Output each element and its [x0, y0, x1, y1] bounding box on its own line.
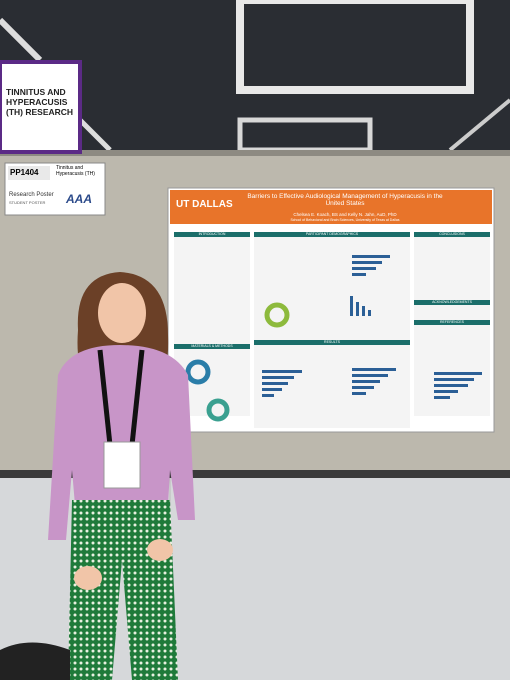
- poster-title: Barriers to Effective Audiological Manag…: [247, 193, 443, 208]
- poster-section-header: CONCLUSIONS: [414, 232, 490, 237]
- poster-column: [414, 236, 490, 416]
- poster-figure: [264, 302, 290, 328]
- bag: [0, 642, 70, 680]
- card-number: PP1404: [10, 168, 39, 177]
- poster-column: [254, 344, 410, 428]
- poster-section-header: RESULTS: [254, 340, 410, 345]
- poster-section-header: INTRODUCTION: [174, 232, 250, 237]
- ceiling-light: [448, 98, 510, 152]
- poster-section-header: MATERIALS & METHODS: [174, 344, 250, 349]
- poster-figure: [206, 398, 230, 422]
- label-number-box: [8, 166, 50, 180]
- poster-bar-figures: [262, 255, 482, 399]
- card-kind: Research Poster: [9, 192, 54, 198]
- ceiling-light: [0, 17, 43, 63]
- card-topic: Tinnitus and Hyperacusis (TH): [56, 165, 95, 177]
- poster-figure: [185, 359, 211, 385]
- poster-section-header: REFERENCES: [414, 320, 490, 325]
- board-frame: [0, 150, 510, 156]
- session-sign: [0, 60, 82, 154]
- person: [48, 272, 195, 680]
- sign-title: TINNITUS AND HYPERACUSIS (TH) RESEARCH: [6, 87, 74, 117]
- card-category: STUDENT POSTER: [9, 200, 46, 205]
- poster-section-header: ACKNOWLEDGEMENTS: [414, 300, 490, 305]
- ceiling: [0, 0, 510, 160]
- board-base: [0, 470, 510, 478]
- poster-section-header: PARTICIPANT DEMOGRAPHICS: [254, 232, 410, 237]
- poster-logo: UT DALLAS: [176, 199, 233, 210]
- card-logo: AAA: [66, 192, 92, 206]
- poster-authors: Chelsea E. Koach, BS and Kelly N. Jahn, …: [293, 212, 397, 217]
- ceiling-light: [78, 118, 112, 152]
- ceiling-light: [236, 0, 474, 94]
- poster-banner: [170, 190, 492, 224]
- poster-affiliation: School of Behavioral and Brain Sciences,…: [290, 218, 400, 222]
